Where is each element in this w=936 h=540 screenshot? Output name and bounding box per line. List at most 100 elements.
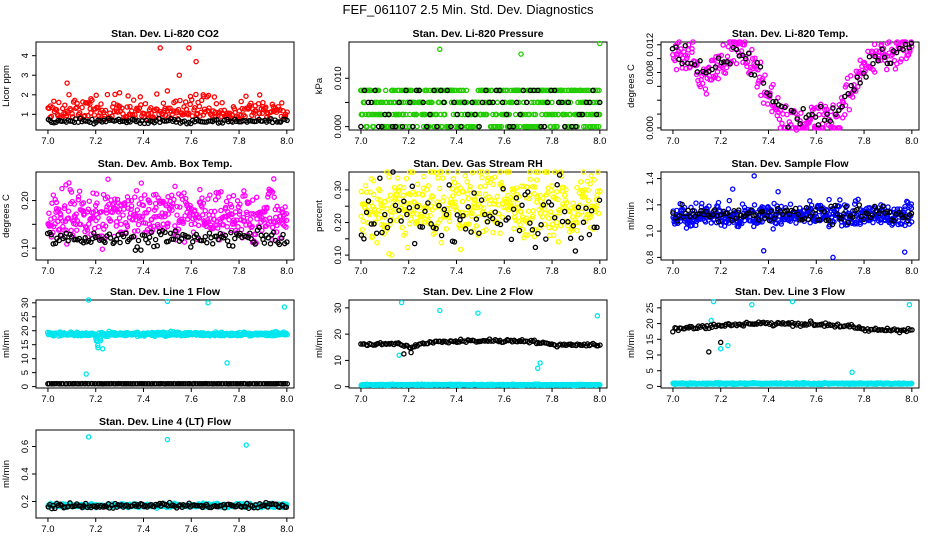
data-point [476, 123, 482, 130]
x-tick-label: 7.2 [89, 136, 102, 147]
data-point [529, 227, 536, 233]
data-point [437, 307, 443, 314]
data-point [517, 111, 523, 118]
data-point [75, 197, 82, 203]
data-point [849, 214, 856, 220]
data-point [770, 98, 776, 105]
data-point [739, 220, 745, 227]
data-point [145, 239, 151, 246]
data-point [431, 87, 437, 94]
data-point [674, 218, 681, 224]
data-point [491, 174, 498, 180]
series-all [357, 40, 603, 130]
y-tick-label: 0.000 [333, 115, 344, 139]
data-point [398, 299, 405, 306]
y-axis-label: ml/min [1, 330, 12, 358]
data-point [454, 212, 461, 218]
y-tick-label: 20 [20, 325, 31, 336]
x-tick-label: 8.0 [593, 136, 606, 147]
data-point [751, 202, 758, 208]
data-point [451, 99, 457, 106]
x-tick-label: 7.4 [450, 394, 463, 405]
data-point [718, 212, 724, 218]
data-point [463, 87, 470, 94]
data-point [469, 210, 475, 217]
data-point [98, 101, 104, 107]
data-point [587, 181, 593, 187]
data-point [403, 87, 409, 94]
data-point [679, 201, 685, 208]
y-tick-label: 0.010 [333, 66, 344, 90]
data-point [382, 211, 388, 218]
data-point [281, 304, 288, 310]
data-point [215, 225, 221, 231]
data-point [57, 232, 64, 238]
data-point [481, 196, 488, 203]
data-point [494, 220, 501, 227]
data-point [162, 229, 168, 236]
data-point [97, 337, 104, 344]
series-selected [44, 224, 290, 253]
data-point [77, 221, 84, 228]
data-point [539, 214, 546, 220]
data-point [61, 205, 68, 212]
data-point [551, 225, 558, 232]
data-point [836, 107, 842, 114]
data-point [808, 104, 815, 111]
data-point [764, 212, 771, 219]
data-point [525, 208, 532, 214]
data-point [232, 235, 238, 242]
data-point [588, 123, 594, 130]
data-point [193, 91, 199, 98]
data-point [138, 180, 145, 186]
data-point [870, 219, 876, 226]
y-tick-label: 0 [20, 384, 31, 389]
data-point [75, 194, 82, 200]
data-point [506, 169, 512, 175]
data-point [448, 99, 455, 106]
data-point [595, 169, 601, 175]
y-tick-label: 1.4 [645, 172, 656, 185]
data-point [502, 87, 509, 94]
data-point [468, 229, 474, 235]
data-point [497, 230, 503, 236]
data-point [381, 214, 388, 220]
data-point [462, 226, 469, 232]
plot-frame [35, 299, 295, 389]
data-point [138, 247, 144, 253]
data-point [192, 105, 198, 111]
data-point [482, 191, 489, 197]
data-point [520, 99, 527, 106]
y-tick-label: 0.10 [20, 239, 31, 257]
data-point [416, 87, 423, 94]
x-tick-label: 7.0 [41, 266, 54, 277]
x-tick-label: 7.6 [810, 136, 823, 147]
data-point [113, 223, 120, 229]
data-point [863, 74, 869, 80]
data-point [430, 224, 437, 231]
data-point [478, 197, 485, 203]
data-point [787, 201, 794, 207]
data-point [180, 220, 186, 226]
data-point [370, 178, 377, 184]
data-point [71, 201, 78, 207]
data-point [83, 371, 89, 377]
data-point [119, 105, 125, 111]
data-point [849, 94, 856, 100]
data-point [812, 114, 819, 120]
data-point [263, 104, 269, 110]
data-point [467, 183, 473, 190]
data-point [543, 236, 549, 242]
data-point [437, 216, 443, 223]
data-point [146, 234, 153, 241]
data-point [200, 200, 207, 206]
data-point [559, 87, 566, 94]
data-point [130, 233, 137, 240]
data-point [415, 191, 422, 197]
data-point [401, 351, 407, 357]
data-point [908, 210, 915, 217]
data-point [712, 64, 719, 70]
data-point [830, 105, 836, 111]
